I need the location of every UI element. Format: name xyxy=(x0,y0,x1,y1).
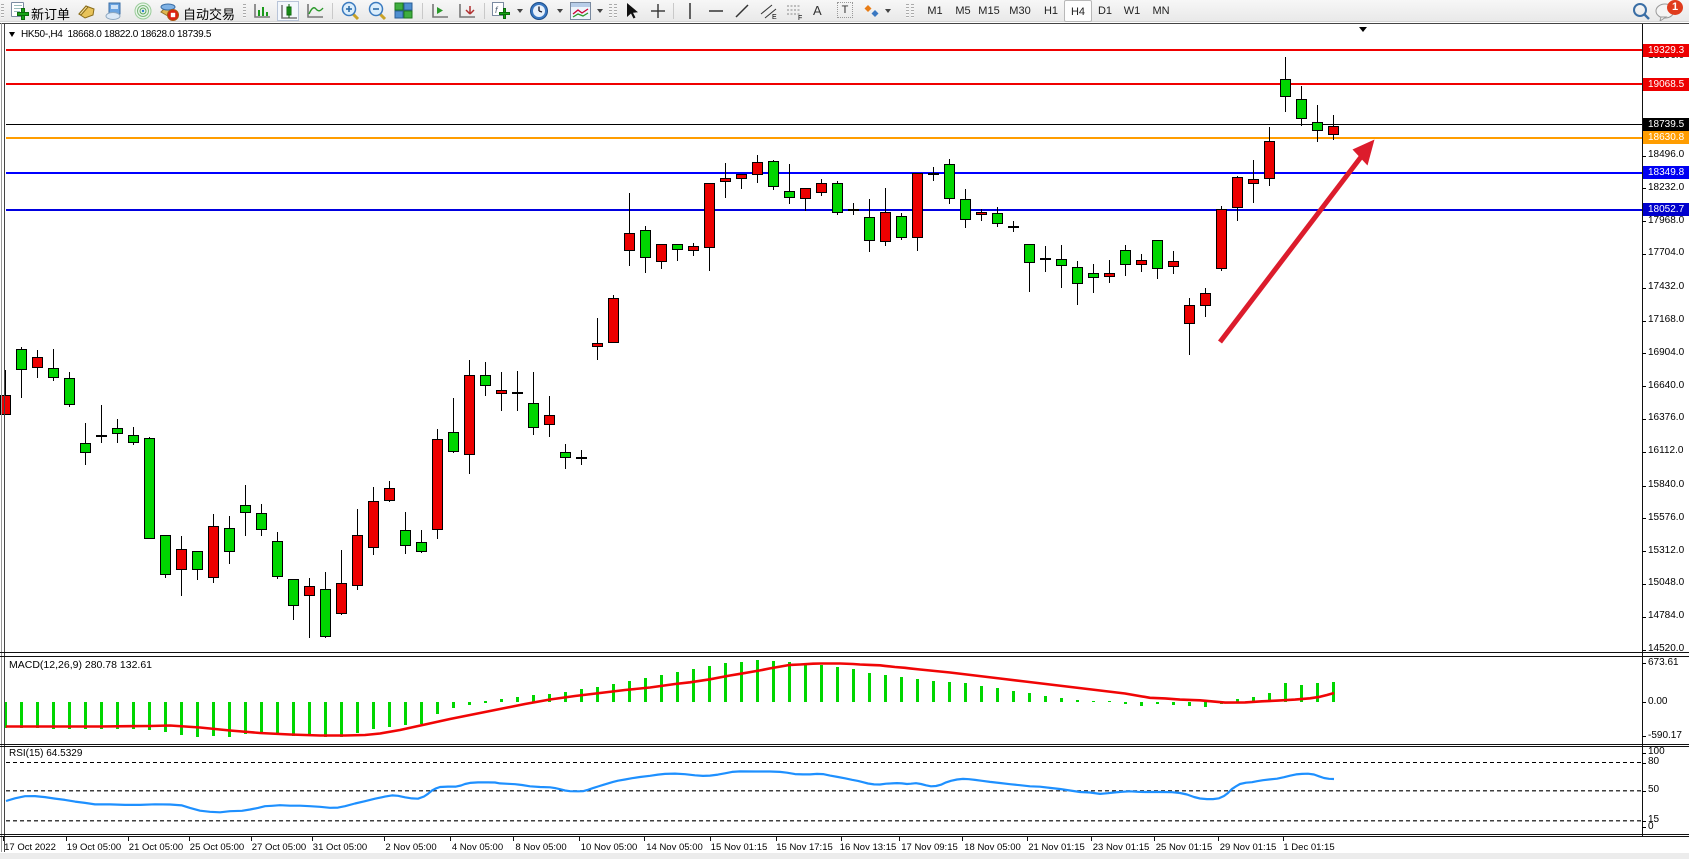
svg-text:E: E xyxy=(772,14,777,21)
svg-text:F: F xyxy=(798,15,802,21)
